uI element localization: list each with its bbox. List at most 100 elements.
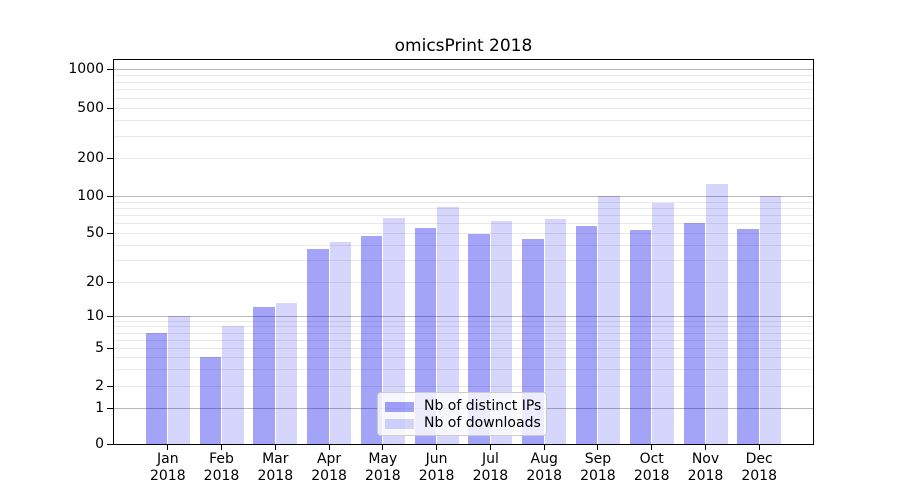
y-tick-label: 200 <box>77 150 104 166</box>
bar-distinct-ips <box>629 229 652 444</box>
gridline-minor <box>114 326 813 328</box>
y-tick-mark <box>107 443 114 445</box>
gridline-minor <box>114 260 813 262</box>
gridline-minor <box>114 339 813 341</box>
y-tick-label: 1 <box>95 400 104 416</box>
legend-item-downloads: Nb of downloads <box>385 415 541 432</box>
gridline-minor <box>114 158 813 159</box>
x-tick-mark <box>274 445 276 450</box>
x-tick-mark <box>758 445 760 450</box>
y-tick-label: 5 <box>95 340 104 356</box>
x-tick-mark <box>382 445 384 450</box>
x-tick-mark <box>543 445 545 450</box>
grid-layer <box>114 60 813 444</box>
downloads-color-swatch <box>385 418 414 429</box>
gridline-minor <box>114 97 813 99</box>
bar-downloads <box>759 196 782 444</box>
gridline-minor <box>114 207 813 209</box>
x-tick-mark <box>489 445 491 450</box>
gridline-minor <box>114 135 813 137</box>
bar-downloads <box>490 220 513 444</box>
chart-title: omicsPrint 2018 <box>394 36 533 56</box>
y-tick-mark <box>107 157 114 159</box>
y-tick-mark <box>107 407 114 409</box>
gridline-minor <box>114 282 813 283</box>
bar-distinct-ips <box>199 357 221 444</box>
x-tick-label: Oct 2018 <box>633 451 670 484</box>
y-tick-label: 20 <box>86 274 104 290</box>
gridline-major <box>114 69 813 70</box>
y-tick-label: 1000 <box>68 61 104 77</box>
bar-downloads <box>544 219 567 444</box>
gridline-major <box>114 196 813 197</box>
gridline-minor <box>114 201 813 203</box>
bar-distinct-ips <box>145 332 168 444</box>
gridline-minor <box>114 89 813 91</box>
x-tick-label: Jan 2018 <box>149 451 186 484</box>
bar-downloads <box>168 316 190 444</box>
gridline-minor <box>114 74 813 76</box>
gridline-minor <box>114 332 813 334</box>
y-tick-mark <box>107 281 114 283</box>
bar-downloads <box>652 202 674 444</box>
y-tick-mark <box>107 68 114 70</box>
bar-distinct-ips <box>253 307 275 444</box>
legend-label-downloads: Nb of downloads <box>424 415 541 431</box>
x-tick-label: May 2018 <box>364 451 401 484</box>
bar-downloads <box>598 196 620 444</box>
x-tick-label: Apr 2018 <box>311 451 347 484</box>
y-tick-label: 100 <box>77 188 104 204</box>
y-tick-label: 2 <box>95 378 104 394</box>
gridline-minor <box>114 233 813 234</box>
bar-downloads <box>383 218 405 444</box>
bar-distinct-ips <box>575 226 598 444</box>
x-tick-mark <box>651 445 653 450</box>
gridline-minor <box>114 244 813 246</box>
bar-distinct-ips <box>414 227 437 444</box>
bar-downloads <box>329 242 352 444</box>
bar-downloads <box>437 207 459 444</box>
bar-downloads <box>275 303 298 444</box>
x-tick-mark <box>167 445 169 450</box>
x-tick-label: Nov 2018 <box>687 451 724 484</box>
x-tick-mark <box>436 445 438 450</box>
y-tick-mark <box>107 107 114 109</box>
x-tick-label: Sep 2018 <box>580 451 616 484</box>
bar-distinct-ips <box>468 234 490 444</box>
x-tick-label: Dec 2018 <box>741 451 777 484</box>
bar-downloads <box>706 184 728 444</box>
legend-label-distinct-ips: Nb of distinct IPs <box>424 398 542 414</box>
y-tick-mark <box>107 385 114 387</box>
ips-color-swatch <box>385 401 414 412</box>
x-tick-label: Mar 2018 <box>257 451 294 484</box>
gridline-minor <box>114 348 813 349</box>
gridline-minor <box>114 369 813 371</box>
x-tick-label: Feb 2018 <box>203 451 240 484</box>
gridline-minor <box>114 215 813 216</box>
bar-distinct-ips <box>307 249 329 444</box>
y-tick-label: 0 <box>95 436 104 452</box>
y-tick-label: 10 <box>86 308 104 324</box>
y-tick-mark <box>107 347 114 349</box>
x-tick-mark <box>705 445 706 450</box>
x-tick-label: Jun 2018 <box>418 451 455 484</box>
gridline-minor <box>114 223 813 225</box>
y-tick-mark <box>107 232 114 234</box>
gridline-minor <box>114 386 813 387</box>
gridline-minor <box>114 120 813 122</box>
gridline-minor <box>114 81 813 83</box>
x-tick-mark <box>328 445 330 450</box>
x-tick-mark <box>221 445 222 450</box>
gridline-minor <box>114 108 813 109</box>
y-tick-label: 500 <box>77 100 104 116</box>
y-tick-label: 50 <box>86 225 104 241</box>
x-tick-label: Aug 2018 <box>526 451 562 484</box>
gridline-minor <box>114 320 813 322</box>
x-tick-label: Jul 2018 <box>472 451 509 484</box>
legend: Nb of distinct IPs Nb of downloads <box>377 392 547 436</box>
gridline-major <box>114 316 813 317</box>
gridline-minor <box>114 357 813 359</box>
bar-distinct-ips <box>360 236 383 444</box>
bar-downloads <box>222 326 244 444</box>
